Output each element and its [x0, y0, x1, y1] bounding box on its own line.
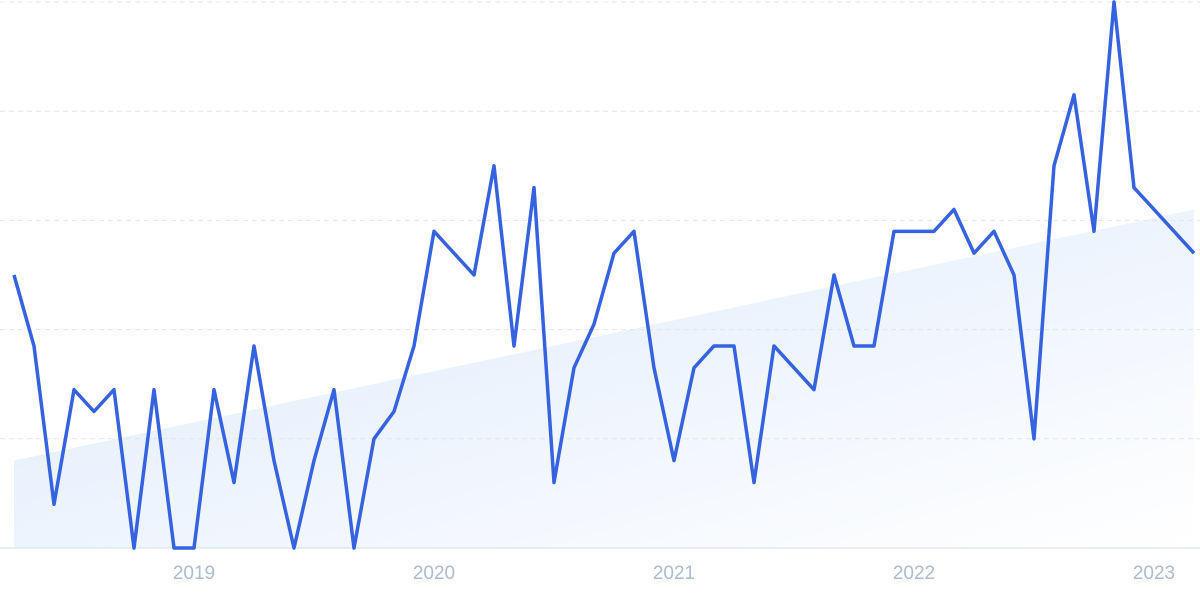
- x-tick-label: 2020: [413, 563, 455, 584]
- x-tick-label: 2023: [1133, 563, 1175, 584]
- x-tick-label: 2021: [653, 563, 695, 584]
- x-tick-label: 2019: [173, 563, 215, 584]
- trend-area: [14, 209, 1194, 549]
- x-tick-label: 2022: [893, 563, 935, 584]
- line: [12, 0, 1196, 550]
